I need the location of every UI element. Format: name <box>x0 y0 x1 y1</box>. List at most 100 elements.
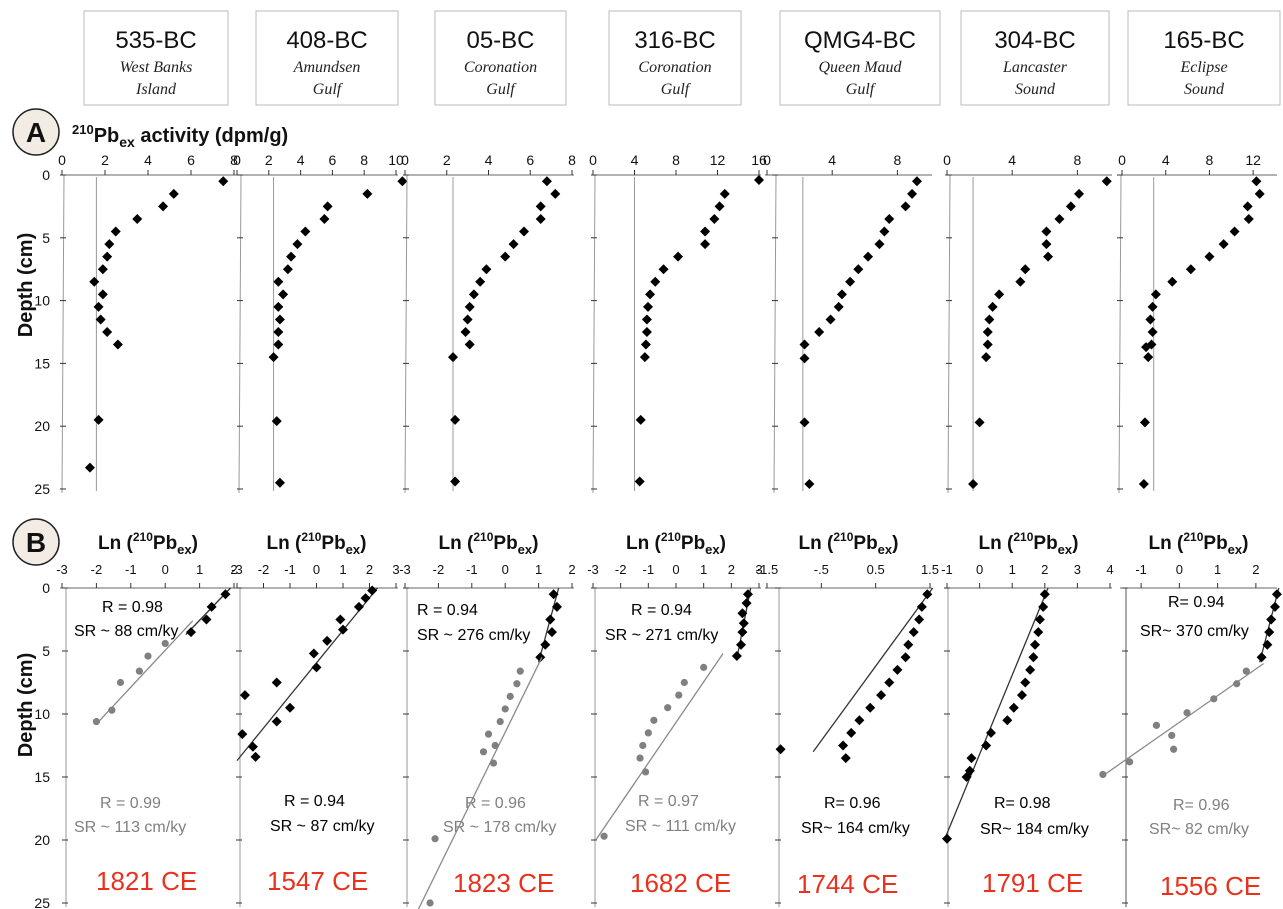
data-point <box>397 176 408 187</box>
data-point <box>900 201 911 212</box>
data-point <box>942 833 952 844</box>
data-point <box>535 652 546 663</box>
data-point <box>541 176 552 187</box>
x-tick-label: 4 <box>631 152 639 168</box>
core-date: 1556 CE <box>1160 871 1261 901</box>
data-point <box>1264 627 1275 638</box>
data-point <box>644 729 652 737</box>
data-point <box>239 690 250 701</box>
core-header-box <box>608 10 742 106</box>
x-tick-label: 0 <box>502 562 509 577</box>
data-point <box>97 289 108 300</box>
data-point <box>903 639 914 650</box>
data-point <box>775 744 786 755</box>
title-sup: 210 <box>473 530 493 544</box>
data-point <box>700 226 711 237</box>
data-point <box>1210 695 1218 703</box>
data-point <box>714 201 725 212</box>
data-point <box>737 608 748 619</box>
data-point <box>994 289 1005 300</box>
x-tick-label: 2 <box>366 562 373 577</box>
data-point <box>110 226 121 237</box>
data-point <box>1020 264 1031 275</box>
data-point <box>319 213 330 224</box>
title-sup: 210 <box>661 530 681 544</box>
core-location-line2: Sound <box>1184 81 1225 98</box>
data-point <box>300 226 311 237</box>
data-point <box>804 478 815 489</box>
depth-tick-labels: 0 0 5 5 10 10 15 15 20 20 25 25 <box>34 167 50 909</box>
stats-lower-sr: SR ~ 111 cm/ky <box>625 818 736 835</box>
core-date: 1682 CE <box>630 868 731 898</box>
title-sub: ex <box>518 542 533 557</box>
core-header-316-bc: 316-BC Coronation Gulf <box>608 10 742 106</box>
data-point <box>273 301 284 312</box>
data-point <box>92 717 100 726</box>
panel-b-plot-qmg4-bc: Ln (210Pbex) -1.5 -.5 0.5 1.5 R= 0.96 SR~ 164 … <box>756 530 939 907</box>
x-tick-label: 8 <box>360 152 368 168</box>
data-point <box>335 614 346 625</box>
data-point <box>450 414 461 425</box>
data-point <box>168 188 179 199</box>
data-point <box>982 327 993 337</box>
panel-a-depth-tick-label: 25 <box>34 481 50 497</box>
data-point <box>900 652 911 663</box>
data-point <box>974 417 985 428</box>
data-point <box>450 476 461 487</box>
core-date: 1821 CE <box>96 866 197 896</box>
data-point <box>551 601 562 612</box>
data-point <box>742 589 753 600</box>
data-point <box>675 691 683 699</box>
x-tick-label: -3 <box>231 562 243 577</box>
data-point <box>322 635 333 646</box>
x-tick-label: 16 <box>751 152 767 168</box>
x-tick-label: -.5 <box>814 562 829 577</box>
core-header-box <box>434 10 567 106</box>
data-point <box>1145 314 1156 325</box>
data-point <box>737 627 748 638</box>
data-point <box>840 753 851 764</box>
x-tick-label: 6 <box>526 152 534 168</box>
data-point <box>201 614 212 625</box>
core-date: 1791 CE <box>982 868 1083 898</box>
data-point <box>500 251 511 262</box>
data-point <box>1168 731 1176 740</box>
x-tick-label: 0 <box>401 152 409 168</box>
panel-a-plot-05-bc: 0 2 4 6 8 <box>401 152 576 494</box>
title-pre: Ln ( <box>626 533 661 554</box>
data-point <box>479 748 488 756</box>
data-point <box>278 289 289 300</box>
data-point <box>506 692 514 700</box>
data-point <box>799 339 810 350</box>
x-tick-label: 3 <box>392 562 399 577</box>
data-point <box>1041 239 1052 250</box>
data-point <box>135 667 143 675</box>
depth-axis-line <box>404 174 408 494</box>
core-header-box <box>83 10 229 106</box>
data-point <box>1008 702 1019 713</box>
data-point <box>673 251 684 262</box>
title-sup: 210 <box>833 530 853 544</box>
data-point <box>738 618 749 629</box>
data-point <box>93 414 104 425</box>
x-tick-label: 6 <box>329 152 337 168</box>
data-point <box>535 201 546 212</box>
stats-lower-sr: SR~ 164 cm/ky <box>801 820 910 837</box>
panel-b-depth-tick-label: 10 <box>34 706 50 722</box>
data-point <box>102 327 113 337</box>
data-point <box>311 662 322 673</box>
x-tick-label: 8 <box>568 152 576 168</box>
title-pre: Ln ( <box>1149 533 1184 554</box>
data-point <box>1002 715 1013 726</box>
data-point <box>1074 188 1085 199</box>
data-point <box>468 289 479 300</box>
data-point <box>491 741 499 750</box>
data-point <box>273 276 284 287</box>
x-tick-label: -1 <box>941 562 953 577</box>
stats-lower-r: R = 0.96 <box>465 795 526 812</box>
x-tick-label: 8 <box>672 152 680 168</box>
x-tick-label: 4 <box>828 152 836 168</box>
data-point <box>1242 667 1250 675</box>
data-point <box>186 627 196 638</box>
